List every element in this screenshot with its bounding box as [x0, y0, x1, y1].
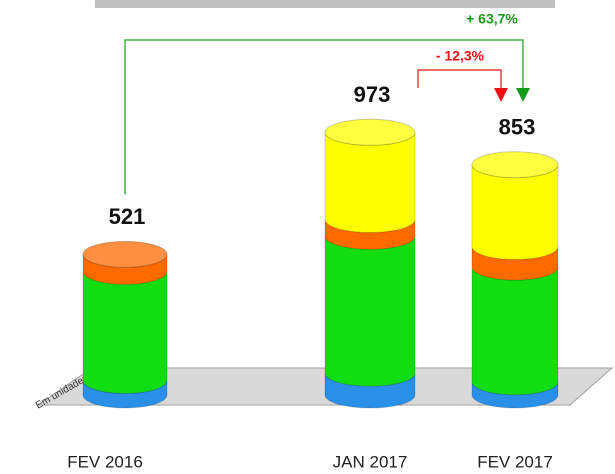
cylinder-segment [82, 271, 168, 394]
total-label: 973 [354, 82, 391, 107]
cylinder-segment [471, 164, 559, 260]
cylinder-segment [324, 236, 416, 387]
cylinder-top [471, 151, 559, 179]
cylinder-top [324, 118, 416, 146]
arrow-head [516, 88, 530, 102]
comparison-line [417, 69, 502, 94]
x-tick-label: JAN 2017 [333, 452, 408, 471]
cylinder-top [82, 240, 168, 268]
arrow-head [494, 88, 508, 102]
x-tick-label: FEV 2017 [477, 452, 553, 471]
cylinder-segment [324, 132, 416, 233]
total-label: 521 [109, 204, 146, 229]
comparison-line [124, 39, 524, 195]
total-label: 853 [499, 115, 536, 140]
header-bar [95, 0, 555, 8]
annotation: + 63,7% [466, 11, 518, 27]
annotation: - 12,3% [436, 48, 485, 64]
cylinder-segment [471, 266, 559, 396]
x-tick-label: FEV 2016 [67, 452, 143, 471]
